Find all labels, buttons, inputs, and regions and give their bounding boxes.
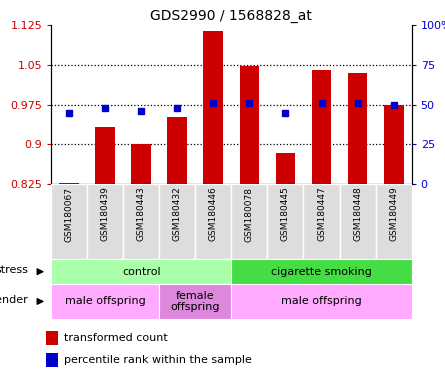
Bar <box>312 70 332 184</box>
Bar <box>51 184 87 259</box>
Bar <box>95 127 115 184</box>
Bar <box>51 284 159 319</box>
Bar <box>87 184 123 259</box>
Text: GSM180448: GSM180448 <box>353 187 362 241</box>
Bar <box>51 259 231 284</box>
Text: GSM180439: GSM180439 <box>101 187 110 242</box>
Bar <box>275 153 295 184</box>
Text: transformed count: transformed count <box>65 333 168 343</box>
Text: GSM180067: GSM180067 <box>65 187 74 242</box>
Bar <box>340 184 376 259</box>
Text: GSM180443: GSM180443 <box>137 187 146 241</box>
Bar <box>46 353 58 367</box>
Text: stress: stress <box>0 265 28 275</box>
Bar <box>376 184 412 259</box>
Bar <box>384 104 404 184</box>
Text: cigarette smoking: cigarette smoking <box>271 266 372 277</box>
Text: GSM180432: GSM180432 <box>173 187 182 241</box>
Bar <box>203 31 223 184</box>
Bar <box>46 331 58 345</box>
Bar <box>159 284 231 319</box>
Text: male offspring: male offspring <box>65 296 146 306</box>
Text: female
offspring: female offspring <box>170 291 220 312</box>
Bar <box>123 184 159 259</box>
Bar <box>131 144 151 184</box>
Text: male offspring: male offspring <box>281 296 362 306</box>
Bar <box>59 183 79 184</box>
Text: GSM180446: GSM180446 <box>209 187 218 241</box>
Text: gender: gender <box>0 295 28 305</box>
Text: control: control <box>122 266 161 277</box>
Text: GSM180445: GSM180445 <box>281 187 290 241</box>
Bar <box>348 73 368 184</box>
Bar <box>303 184 340 259</box>
Text: GSM180449: GSM180449 <box>389 187 398 241</box>
Bar <box>159 184 195 259</box>
Bar <box>267 184 303 259</box>
Bar <box>231 259 412 284</box>
Bar <box>195 184 231 259</box>
Bar <box>231 184 267 259</box>
Text: GSM180447: GSM180447 <box>317 187 326 241</box>
Bar <box>231 284 412 319</box>
Bar <box>167 117 187 184</box>
Text: percentile rank within the sample: percentile rank within the sample <box>65 355 252 365</box>
Bar <box>239 66 259 184</box>
Text: GSM180078: GSM180078 <box>245 187 254 242</box>
Title: GDS2990 / 1568828_at: GDS2990 / 1568828_at <box>150 8 312 23</box>
